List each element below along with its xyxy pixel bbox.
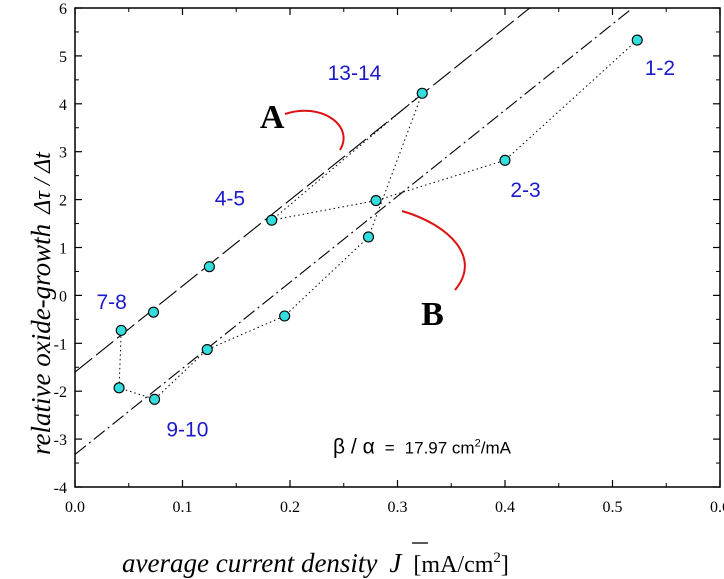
data-point: [115, 324, 127, 336]
y-tick-label: 2: [59, 193, 67, 210]
data-point: [113, 382, 125, 394]
plot-frame: [74, 7, 721, 488]
ratio-symbol: β / α: [333, 435, 375, 458]
fit-line-b: [75, 8, 634, 455]
y-tick-label: 6: [59, 1, 67, 18]
dotted-connection: [118, 39, 638, 400]
data-point: [279, 310, 291, 322]
line-label-b: B: [421, 296, 444, 333]
x-tick-label: 0.1: [173, 499, 193, 516]
y-tick-label: -3: [54, 432, 67, 449]
y-tick-label: 1: [59, 241, 67, 258]
y-axis-label: relative oxide-growth Δτ / Δt: [26, 151, 56, 455]
data-point: [370, 195, 382, 207]
y-tick-label: 0: [59, 288, 67, 305]
pair-label: 13-14: [328, 62, 382, 85]
y-tick-label: -4: [54, 480, 67, 497]
y-tick-label: 4: [59, 97, 67, 114]
y-tick-label: 3: [59, 145, 67, 162]
y-tick-label: -2: [54, 384, 67, 401]
y-axis-label-text: relative oxide-growth: [26, 224, 56, 455]
fit-lines: [75, 8, 634, 455]
ratio-sup: 2: [475, 437, 481, 449]
x-axis-symbol: J: [389, 548, 403, 578]
line-label-a: A: [260, 99, 285, 136]
data-point: [631, 34, 643, 46]
x-axis-unit-sup: 2: [493, 550, 501, 566]
pair-label: 2-3: [510, 179, 540, 202]
pair-label: 1-2: [645, 57, 675, 80]
data-points: [113, 34, 643, 405]
fit-line-a: [75, 8, 531, 373]
data-point: [201, 343, 213, 356]
data-point: [362, 231, 375, 243]
dotted-path: [118, 39, 638, 400]
x-tick-label: 0.0: [65, 499, 85, 516]
data-point: [499, 154, 511, 166]
pair-label: 9-10: [166, 419, 208, 442]
x-tick-label: 0.4: [495, 499, 515, 516]
y-axis-symbol: Δτ / Δt: [30, 151, 56, 215]
data-point: [266, 214, 278, 226]
data-point: [203, 261, 215, 273]
data-point: [147, 306, 160, 318]
arrow-b: [401, 210, 466, 291]
ratio-annotation: β / α = 17.97 cm2/mA: [333, 435, 512, 458]
labels: 0.0 0.1 0.2 0.3 0.4 0.5 0.6 -4 -3 -2 -1 0 1 2 3 4 5 6 1-2 2…: [26, 1, 724, 578]
x-axis-unit-end: ]: [501, 552, 509, 578]
ratio-value: 17.97 cm: [405, 438, 475, 457]
data-point: [416, 87, 428, 99]
ratio-suffix: /mA: [481, 438, 512, 457]
x-tick-label: 0.2: [280, 499, 300, 516]
plot-area: [74, 7, 721, 488]
pair-label: 7-8: [97, 291, 127, 314]
pair-label: 4-5: [215, 187, 245, 210]
y-tick-label: -1: [54, 336, 67, 353]
x-axis-label-text: average current density: [122, 548, 377, 578]
x-tick-label: 0.6: [710, 499, 724, 516]
x-tick-label: 0.5: [603, 499, 623, 516]
x-tick-label: 0.3: [388, 499, 408, 516]
x-axis-unit: [mA/cm: [413, 552, 493, 578]
data-point: [149, 393, 161, 405]
arrow-a: [284, 109, 345, 151]
ratio-equals: =: [385, 438, 395, 457]
x-axis-label: average current density J [mA/cm2]: [122, 548, 509, 578]
arrows: [284, 109, 466, 291]
y-tick-label: 5: [59, 49, 67, 66]
